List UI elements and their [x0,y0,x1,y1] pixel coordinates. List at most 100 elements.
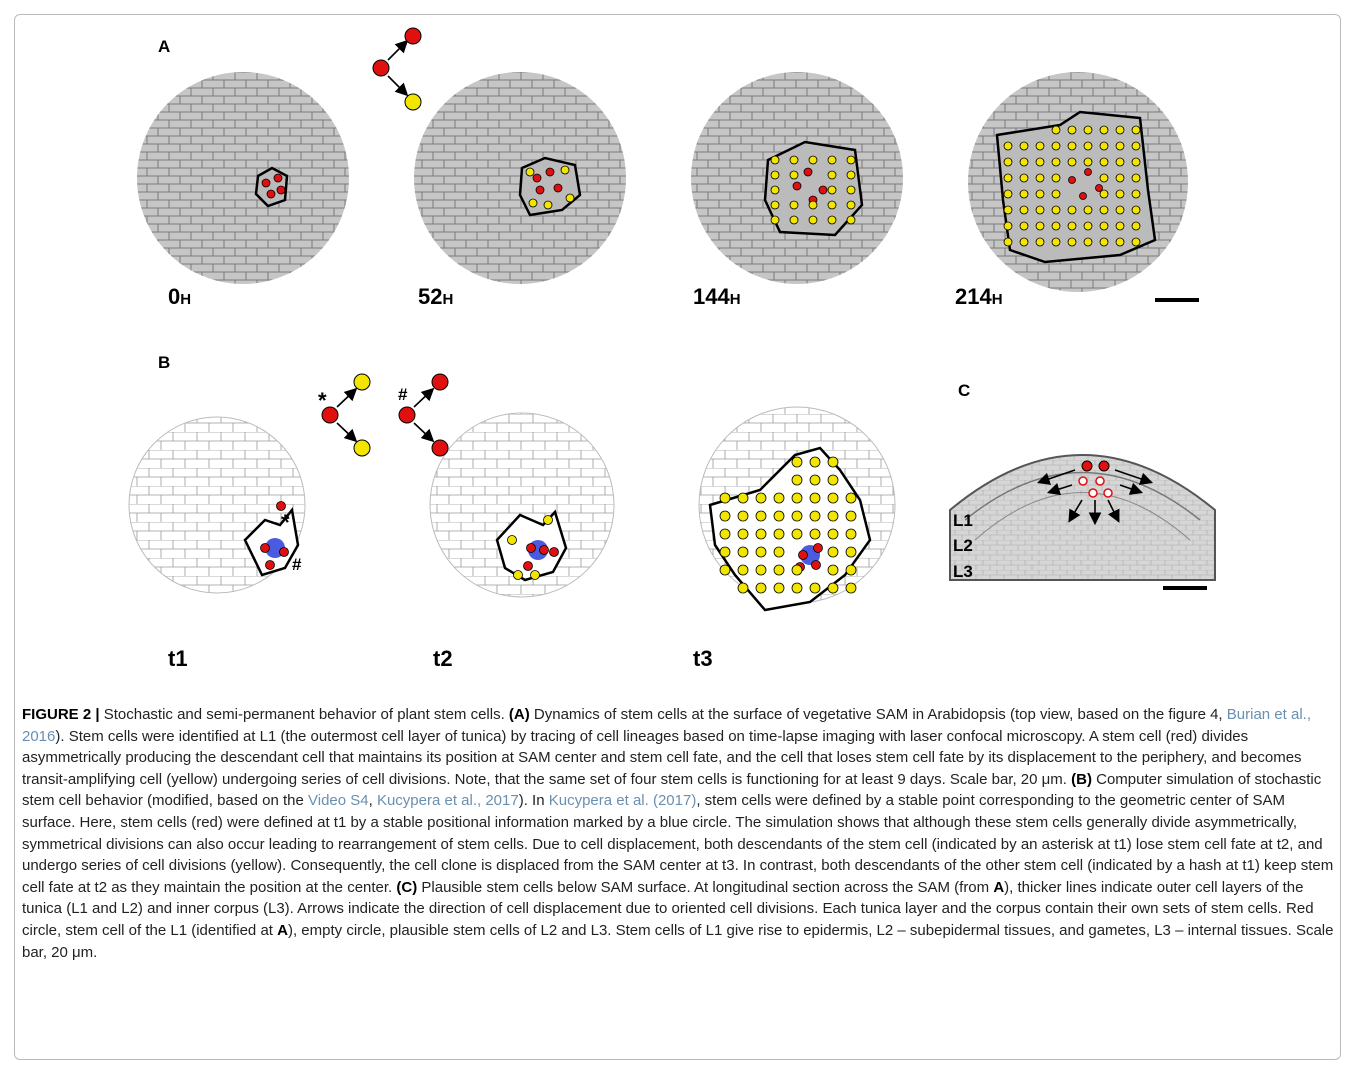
cell-dot [828,565,838,575]
cell-dot [1132,238,1140,246]
cell-dot [1116,126,1124,134]
caption-text: Stochastic and semi-permanent behavior o… [100,706,509,723]
cell-dot [847,201,855,209]
cell-dot [1100,206,1108,214]
cell-dot [1004,190,1012,198]
caption-text: FIGURE 2 | [22,706,100,723]
cell-dot [1036,190,1044,198]
cell-dot [526,168,534,176]
cell-dot [738,529,748,539]
cell-dot [828,529,838,539]
cell-dot [1132,142,1140,150]
cell-dot [508,536,517,545]
cell-dot [846,583,856,593]
caption-text: A [993,879,1004,896]
cell-dot [540,546,549,555]
cell-dot [771,186,779,194]
cell-dot [1084,206,1092,214]
cell-dot [544,516,553,525]
cell-dot [1132,206,1140,214]
cell-dot [774,493,784,503]
cell-dot [720,493,730,503]
cell-dot [846,547,856,557]
cell-dot [771,171,779,179]
cell-dot [1036,142,1044,150]
cell-dot [1116,158,1124,166]
cell-dot [756,547,766,557]
citation-link[interactable]: Kucypera et al., 2017 [377,792,519,809]
cell-dot [846,529,856,539]
cell-dot [1004,206,1012,214]
cell-dot [1100,190,1108,198]
cell-dot [1116,142,1124,150]
cell-dot [790,201,798,209]
cell-dot [790,216,798,224]
time-label: 144h [693,284,741,309]
cell-dot [1116,238,1124,246]
panel-label: A [158,37,170,56]
cell-dot [828,475,838,485]
cell-dot [774,547,784,557]
cell-dot [1116,206,1124,214]
cell-dot [792,457,802,467]
caption-text: (B) [1071,771,1092,788]
cell-dot [1052,190,1060,198]
cell-dot [810,583,820,593]
cell-dot [846,565,856,575]
cell-dot [1084,142,1092,150]
cell-dot [809,216,817,224]
cell-dot [1004,158,1012,166]
cell-dot [533,174,541,182]
cell-dot [810,457,820,467]
citation-link[interactable]: Video S4 [308,792,369,809]
cell-dot [814,544,823,553]
cell-dot [792,511,802,521]
cell-dot [554,184,562,192]
cell-dot [1116,190,1124,198]
cell-dot [1132,126,1140,134]
cell-dot [1036,238,1044,246]
cell-dot [792,565,802,575]
cell-dot [1020,222,1028,230]
cell-dot [1068,222,1076,230]
page: A B C 0h 52h 144h 214h t1 t2 t3 * * # # … [0,0,1355,1078]
cell-dot [847,156,855,164]
citation-link[interactable]: Kucypera et al. (2017) [549,792,697,809]
cell-dot [1068,142,1076,150]
cell-dot [1116,222,1124,230]
cell-dot [1100,158,1108,166]
cell-dot [828,201,836,209]
cell-dot [756,529,766,539]
cell-dot [536,186,544,194]
cell-dot [809,156,817,164]
cell-dot [1068,206,1076,214]
time-label: 0h [168,284,191,309]
cell-dot [1020,174,1028,182]
cell-dot [1100,238,1108,246]
hash: # [292,555,302,574]
cell-dot [1004,174,1012,182]
cell-dot [738,565,748,575]
cell-dot [1036,206,1044,214]
cell-dot [261,544,270,553]
caption-text: Dynamics of stem cells at the surface of… [530,706,1227,723]
cell-dot [828,547,838,557]
cell-dot [1085,169,1092,176]
cell-dot [267,190,275,198]
cell-dot [828,511,838,521]
time-label: t2 [433,646,453,671]
cell-dot [550,548,559,557]
cell-dot [1084,222,1092,230]
cell-dot [720,565,730,575]
caption-text: (C) [396,879,417,896]
cell-dot [792,475,802,485]
cell-dot [1052,126,1060,134]
cell-dot [561,166,569,174]
cell-dot [792,493,802,503]
cell-dot [774,583,784,593]
cell-dot [529,199,537,207]
cell-dot [790,171,798,179]
cell-dot [756,565,766,575]
figure: A B C 0h 52h 144h 214h t1 t2 t3 * * # # … [0,0,1355,700]
cell-dot [828,216,836,224]
